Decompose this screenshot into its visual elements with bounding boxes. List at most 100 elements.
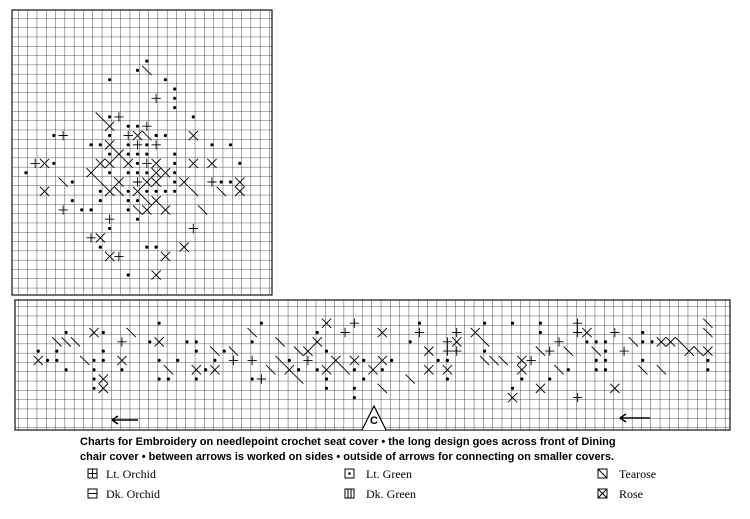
stitch [105,214,115,224]
stitch [154,336,165,347]
legend-label: Lt. Green [366,467,412,481]
stitch [594,368,598,372]
stitch [594,358,598,362]
stitch [594,340,598,344]
stitch [436,358,440,362]
stitch [145,171,149,175]
stitch [324,377,329,381]
stitch [163,78,167,82]
stitch [151,158,162,169]
stitch [483,321,487,325]
stitch [89,208,93,212]
stitch [563,346,574,357]
stitch [451,336,462,347]
stitch [79,355,90,366]
stitch [362,377,366,381]
stitch [321,364,332,375]
stitch [154,189,158,193]
caption-line: Charts for Embroidery on needlepoint cro… [80,436,616,448]
stitch [145,152,149,156]
stitch [256,374,267,384]
stitch [104,158,115,169]
stitch [706,358,710,362]
stitch [352,368,356,372]
stitch [114,112,124,122]
stitch [55,358,59,362]
stitch [132,204,143,215]
stitch [656,364,667,375]
stitch [442,364,453,375]
stitch [284,364,295,375]
stitch [445,358,449,362]
stitch [157,377,161,381]
stitch [176,358,180,362]
stitch [423,346,434,357]
stitch [228,143,233,147]
stitch [173,87,177,91]
stitch [52,133,56,138]
stitch [706,368,710,372]
stitch [126,208,130,212]
stitch [86,167,97,178]
legend-symbol [344,488,355,499]
stitch [89,327,100,338]
stitch [160,204,171,215]
stitch [98,383,109,394]
stitch [510,386,515,390]
stitch [160,251,171,262]
stitch [216,186,227,197]
stitch [141,177,152,188]
stitch [123,130,133,141]
stitch [113,186,124,197]
stitch [408,340,412,344]
caption-line: chair cover • between arrows is worked o… [80,451,614,463]
stitch [114,251,124,262]
stitch [293,374,304,385]
stitch [126,171,130,175]
stitch [315,368,319,372]
stitch [479,355,490,366]
stitch [702,346,713,357]
stitch [377,327,388,338]
stitch [135,161,140,165]
stitch [142,121,152,131]
stitch [674,336,685,347]
stitch [423,364,434,375]
stitch [142,158,152,169]
stitch [470,327,481,338]
stitch [573,327,583,338]
stitch [247,327,258,338]
stitch [197,204,208,215]
legend-symbol [347,489,352,498]
stitch [188,186,199,197]
stitch [123,158,134,169]
stitch [151,140,161,150]
stitch [535,346,546,357]
stitch [173,96,177,100]
legend: Lt. Orchid Dk. Orchid Lt. Green Dk. Gree… [87,467,656,501]
stitch [545,346,555,356]
stitch [520,377,524,381]
stitch [104,251,115,262]
stitch [265,364,276,375]
stitch [92,377,96,381]
stitch [108,226,112,231]
stitch [151,93,161,103]
stitch [92,386,96,390]
stitch [194,377,198,381]
legend-label: Rose [619,487,643,501]
stitch [191,364,202,375]
stitch [535,383,546,394]
stitch [92,358,96,362]
stitch [132,130,143,141]
stitch [603,358,608,362]
stitch [315,330,319,335]
stitch [340,327,350,338]
stitch [108,133,112,138]
stitch-motifs [24,59,713,403]
stitch [70,180,74,184]
stitch [498,355,509,366]
stitch [340,364,351,375]
stitch [488,355,499,366]
stitch [324,349,329,353]
